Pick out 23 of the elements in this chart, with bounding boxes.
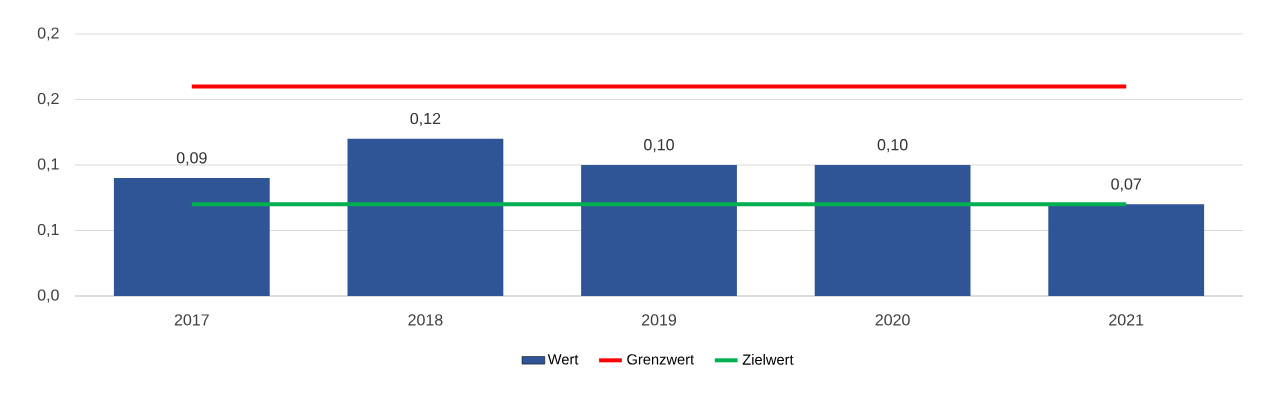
- x-tick-label: 2018: [408, 314, 443, 326]
- legend-label: Wert: [547, 354, 579, 365]
- x-tick-label: 2017: [174, 314, 209, 326]
- data-label: 0,09: [176, 152, 207, 166]
- y-tick-label: 0,1: [37, 223, 59, 238]
- bar: [814, 165, 971, 296]
- y-tick-label: 0,2: [37, 92, 59, 107]
- x-tick-label: 2021: [1109, 314, 1144, 326]
- data-label: 0,10: [644, 139, 674, 153]
- x-tick-label: 2019: [642, 314, 677, 326]
- bar: [347, 138, 504, 296]
- y-tick-label: 0,0: [37, 289, 59, 303]
- bar: [113, 178, 270, 296]
- bar: [581, 165, 737, 296]
- data-label: 0,10: [877, 139, 908, 153]
- legend-label: Grenzwert: [627, 354, 695, 365]
- data-label: 0,12: [410, 112, 441, 127]
- y-tick-label: 0,2: [37, 27, 59, 41]
- bar: [1048, 204, 1205, 296]
- y-tick-label: 0,1: [37, 158, 59, 172]
- x-tick-label: 2020: [875, 314, 910, 326]
- data-label: 0,07: [1111, 178, 1141, 192]
- legend-label: Zielwert: [742, 354, 794, 365]
